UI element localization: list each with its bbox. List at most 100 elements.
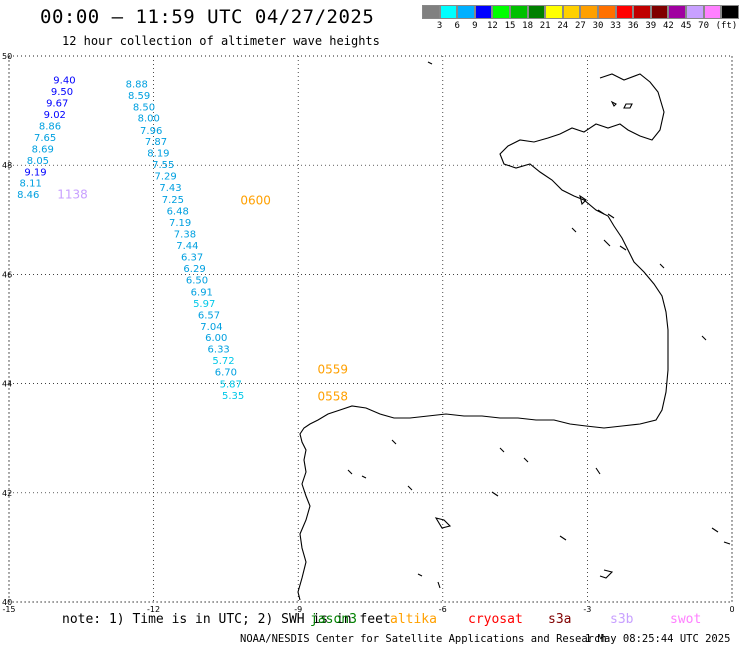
wave-height-label: 7.87 xyxy=(145,137,167,148)
wave-height-label: 6.00 xyxy=(205,333,227,344)
satellite-legend-item: s3a xyxy=(548,612,572,627)
satellite-track-2: 8.888.598.508.007.967.878.197.557.297.43… xyxy=(126,79,348,403)
colorbar-label: 21 xyxy=(539,21,551,31)
colorbar-swatch xyxy=(492,5,510,19)
colorbar-swatch xyxy=(685,5,704,19)
colorbar-labels: 3 6 9 12 15 18 21 24 27 30 33 36 39 42 45 70 (ft) xyxy=(422,21,740,33)
wave-height-label: 8.00 xyxy=(138,114,160,125)
wave-height-label: 6.50 xyxy=(186,275,208,286)
satellite-legend-item: jason3 xyxy=(310,612,357,627)
wave-height-label: 9.67 xyxy=(46,98,68,109)
satellite-legend-item: cryosat xyxy=(468,612,523,627)
lon-tick-label: -12 xyxy=(147,605,160,614)
lat-tick-label: 42 xyxy=(2,489,12,498)
lat-tick-label: 44 xyxy=(2,380,12,389)
wave-height-label: 9.19 xyxy=(24,167,46,178)
wave-height-label: 8.05 xyxy=(27,156,49,167)
colorbar-swatch xyxy=(650,5,669,19)
wave-height-label: 9.02 xyxy=(44,110,66,121)
colorbar-swatch xyxy=(668,5,686,19)
coastline xyxy=(297,61,731,601)
lon-tick-label: 0 xyxy=(729,605,734,614)
colorbar-label: 9 xyxy=(472,21,478,31)
colorbar-label: 39 xyxy=(645,21,657,31)
wave-height-label: 7.38 xyxy=(174,229,196,240)
wave-height-label: 5.72 xyxy=(212,356,234,367)
colorbar-label: 24 xyxy=(557,21,569,31)
colorbar-swatch xyxy=(633,5,651,19)
map-subtitle: 12 hour collection of altimeter wave hei… xyxy=(62,34,380,48)
wave-height-label: 7.29 xyxy=(155,172,177,183)
footer-credit: NOAA/NESDIS Center for Satellite Applica… xyxy=(240,633,607,645)
wave-height-label: 7.43 xyxy=(159,183,181,194)
colorbar-swatch xyxy=(580,5,598,19)
colorbar-swatch xyxy=(422,5,440,19)
lat-tick-label: 46 xyxy=(2,270,12,279)
colorbar-swatch xyxy=(545,5,563,19)
map-frame xyxy=(8,55,733,603)
colorbar-swatch xyxy=(562,5,581,19)
colorbar-swatch xyxy=(457,5,475,19)
satellite-legend-item: s3b xyxy=(610,612,634,627)
wave-height-label: 7.55 xyxy=(152,160,174,171)
colorbar-swatch xyxy=(703,5,722,19)
colorbar-swatch xyxy=(474,5,493,19)
wave-height-label: 7.25 xyxy=(162,195,184,206)
wave-height-label: 5.97 xyxy=(193,299,215,310)
wave-height-label: 9.40 xyxy=(53,76,75,87)
colorbar-label: 3 xyxy=(436,21,443,31)
wave-height-label: 8.11 xyxy=(20,179,42,190)
colorbar-swatch xyxy=(439,5,458,19)
wave-height-label: 6.37 xyxy=(181,252,203,263)
wave-height-label: 6.70 xyxy=(215,368,237,379)
satellite-legend-item: altika xyxy=(390,612,437,627)
colorbar-swatch xyxy=(509,5,528,19)
wave-height-label: 9.50 xyxy=(51,87,73,98)
wave-height-label: 8.59 xyxy=(128,91,150,102)
wave-height-label: 6.57 xyxy=(198,310,220,321)
satellite-track-1: 9.409.509.679.028.867.658.698.059.198.11… xyxy=(17,76,88,202)
wave-height-label: 7.19 xyxy=(169,218,191,229)
lon-tick-label: -9 xyxy=(294,605,302,614)
colorbar-swatch xyxy=(721,5,739,19)
wave-height-label: 6.91 xyxy=(191,287,213,298)
wave-height-label: 5.35 xyxy=(222,391,244,402)
colorbar-label: 12 xyxy=(486,21,498,31)
lat-tick-label: 48 xyxy=(2,161,12,170)
colorbar-label: 18 xyxy=(522,21,534,31)
wave-height-label: 7.44 xyxy=(176,241,198,252)
wave-height-label: 8.50 xyxy=(133,102,155,113)
colorbar-swatch xyxy=(615,5,634,19)
lat-lon-grid xyxy=(8,55,733,603)
wave-height-label: 7.04 xyxy=(200,322,222,333)
wave-height-label: 8.88 xyxy=(126,79,148,90)
lon-tick-label: -15 xyxy=(2,605,15,614)
wave-height-label: 5.87 xyxy=(220,380,242,391)
colorbar-label: 70 xyxy=(698,21,710,31)
wave-height-label: 7.96 xyxy=(140,126,162,137)
pass-time-label: 0558 xyxy=(317,390,348,404)
lon-tick-label: -3 xyxy=(583,605,591,614)
colorbar-label: 6 xyxy=(454,21,460,31)
colorbar-label: 15 xyxy=(504,21,516,31)
colorbar-swatch xyxy=(527,5,546,19)
lat-tick-label: 40 xyxy=(2,598,12,607)
colorbar-unit: (ft) xyxy=(715,21,738,31)
lon-tick-label: -6 xyxy=(439,605,447,614)
map-title: 00:00 – 11:59 UTC 04/27/2025 xyxy=(40,6,375,28)
colorbar-label: 36 xyxy=(627,21,639,31)
wave-height-label: 6.33 xyxy=(208,345,230,356)
pass-time-label: 0600 xyxy=(240,194,271,208)
colorbar-label: 30 xyxy=(592,21,604,31)
colorbar-label: 33 xyxy=(610,21,622,31)
footer-timestamp: 1 May 08:25:44 UTC 2025 xyxy=(585,633,731,645)
lat-tick-label: 50 xyxy=(2,52,12,61)
wave-height-label: 8.69 xyxy=(32,144,54,155)
wave-height-label: 8.46 xyxy=(17,190,39,201)
pass-time-label: 0559 xyxy=(317,362,348,376)
wave-height-colorbar xyxy=(422,5,739,19)
wave-height-label: 6.48 xyxy=(167,207,189,218)
colorbar-label: 45 xyxy=(680,21,692,31)
wave-height-label: 8.19 xyxy=(147,149,169,160)
